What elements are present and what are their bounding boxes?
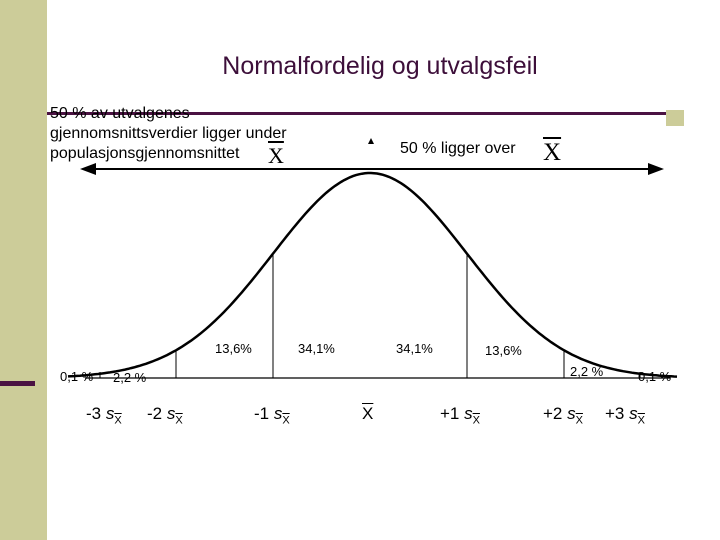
area-label-tail-left: 0,1 % [60,369,94,384]
above-mean-note: 50 % ligger over [400,140,516,157]
title-underline-end-box [666,110,684,126]
left-decorative-band [0,0,47,540]
left-accent-bar [0,381,35,386]
center-marker [368,138,374,144]
axis-label-mean: X [362,404,374,423]
below-note-line-3: populasjonsgjennomsnittet [50,145,240,162]
arrow-right-head [648,163,664,175]
area-label-right-1: 13,6% [485,343,522,358]
below-note-line-1: 50 % av utvalgenes [50,105,190,122]
arrow-left-head [80,163,96,175]
area-label-right-2: 2,2 % [570,364,604,379]
slide-title: Normalfordelig og utvalgsfeil [222,52,538,80]
axis-label-plus-1s: +1 sX [440,404,480,427]
area-label-left-2: 2,2 % [113,370,147,385]
axis-label-plus-3s: +3 sX [605,404,645,427]
axis-label-plus-2s: +2 sX [543,404,583,427]
axis-label-minus-1s: -1 sX [254,404,290,427]
area-label-left-0: 34,1% [298,341,335,356]
axis-label-minus-3s: -3 sX [86,404,122,427]
below-mean-note: 50 % av utvalgenes gjennomsnittsverdier … [50,104,340,164]
title-underline [47,112,666,115]
axis-label-minus-2s: -2 sX [147,404,183,427]
above-note-xbar: X [543,139,562,166]
bell-curve [67,171,678,378]
area-label-right-0: 34,1% [396,341,433,356]
area-label-tail-right: 0,1 % [638,369,672,384]
below-note-xbar: X [268,143,284,168]
area-label-left-1: 13,6% [215,341,252,356]
below-note-line-2: gjennomsnittsverdier ligger under [50,125,287,142]
